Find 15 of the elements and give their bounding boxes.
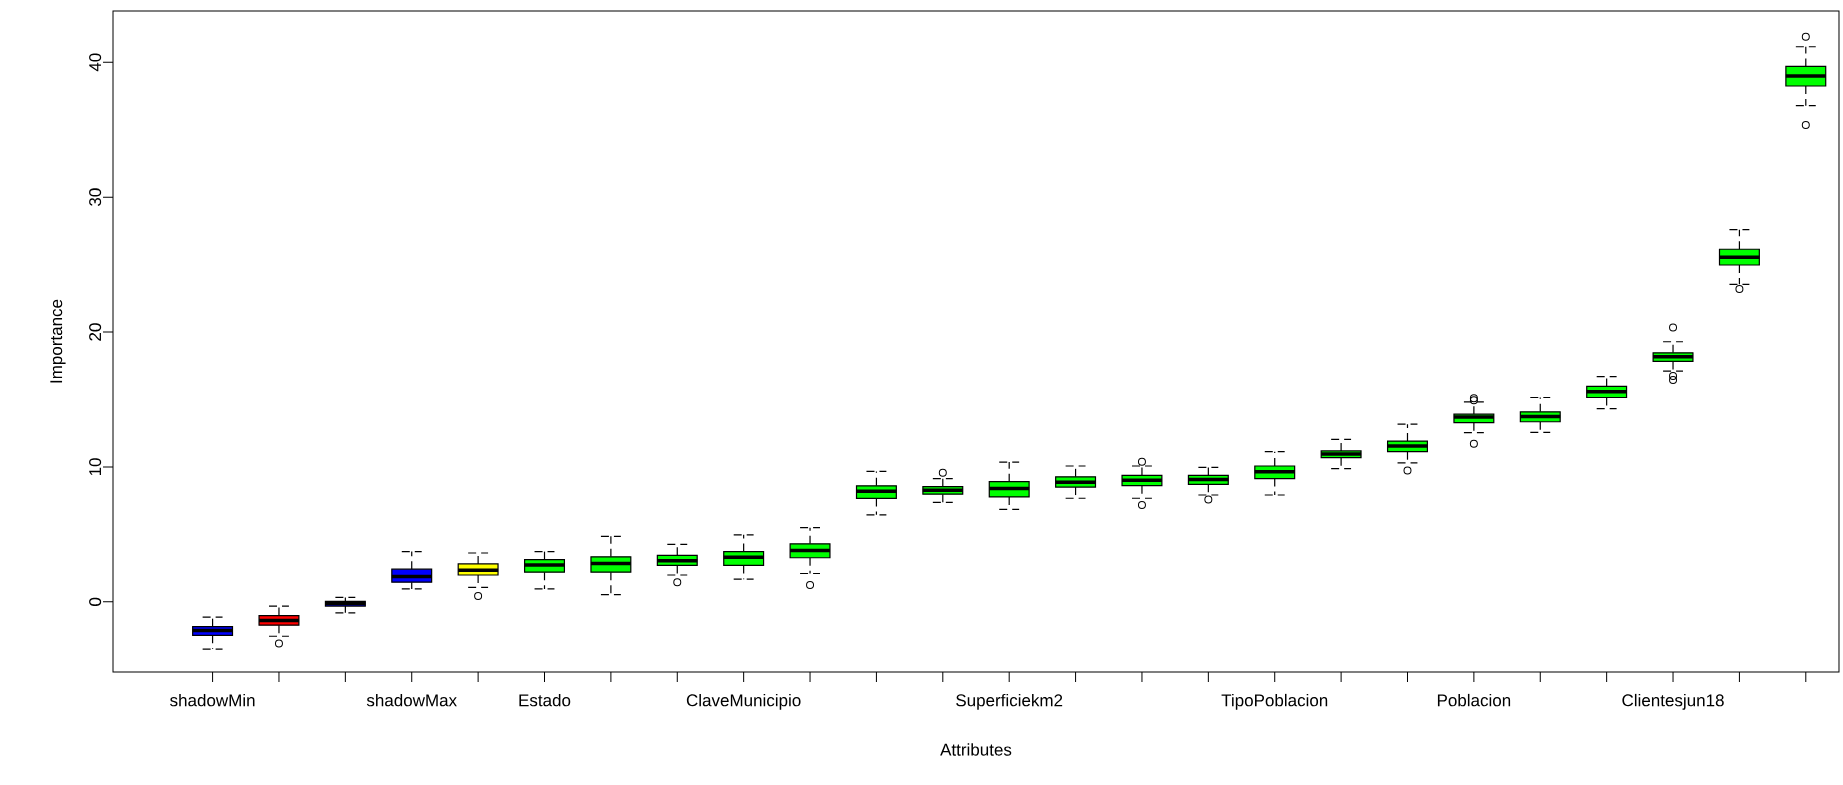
x-tick-label: Estado <box>519 693 571 707</box>
x-tick-label: ClaveMunicipio <box>686 693 801 710</box>
y-tick-label: 10 <box>89 458 102 476</box>
x-tick-label: shadowMax <box>366 693 457 707</box>
y-tick-label: 0 <box>89 597 102 606</box>
x-tick-label: shadowMin <box>170 693 255 707</box>
x-axis-title: Attributes <box>940 743 1012 756</box>
y-tick-label: 20 <box>89 323 102 341</box>
y-axis-title: Importance <box>50 299 66 383</box>
y-tick-label: 40 <box>89 53 102 72</box>
x-tick-label: Clientesjun18 <box>1622 693 1724 710</box>
x-tick-label: TipoPoblacion <box>1221 693 1328 710</box>
y-tick-label: 30 <box>89 188 102 206</box>
x-tick-label: Superficiekm2 <box>956 693 1063 710</box>
x-tick-label: Poblacion <box>1437 693 1511 707</box>
